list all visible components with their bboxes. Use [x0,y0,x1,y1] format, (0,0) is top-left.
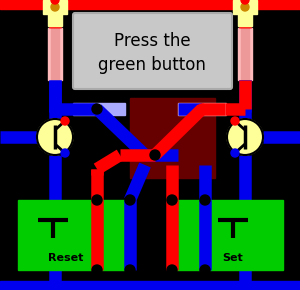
Circle shape [37,119,73,155]
Circle shape [200,265,210,275]
Bar [241,28,249,80]
Circle shape [92,265,102,275]
Circle shape [50,2,60,12]
Bar [51,28,59,80]
Circle shape [92,104,102,114]
Bar [48,14,62,26]
Circle shape [167,265,177,275]
Bar [0,0,300,9]
Circle shape [200,195,210,205]
Circle shape [240,2,250,12]
Circle shape [61,117,69,125]
Circle shape [51,3,59,11]
Circle shape [150,150,160,160]
Bar [48,28,62,80]
Circle shape [92,195,102,205]
Bar [18,200,133,270]
Bar [238,28,252,80]
Circle shape [231,117,239,125]
Bar [130,98,215,178]
Bar [178,103,226,115]
Text: Press the
green button: Press the green button [98,32,206,75]
Circle shape [125,195,135,205]
Circle shape [167,195,177,205]
Circle shape [51,0,59,4]
Circle shape [197,104,207,114]
Bar [238,14,252,26]
Bar [0,281,300,290]
Bar [168,200,283,270]
Bar [233,0,257,14]
Circle shape [241,0,249,4]
Circle shape [227,119,263,155]
Bar [73,103,125,115]
Circle shape [231,149,239,157]
Circle shape [241,3,249,11]
Circle shape [125,265,135,275]
Circle shape [61,149,69,157]
Text: Reset: Reset [48,253,84,263]
FancyBboxPatch shape [73,13,232,89]
Text: Set: Set [223,253,243,263]
Bar [43,0,67,14]
